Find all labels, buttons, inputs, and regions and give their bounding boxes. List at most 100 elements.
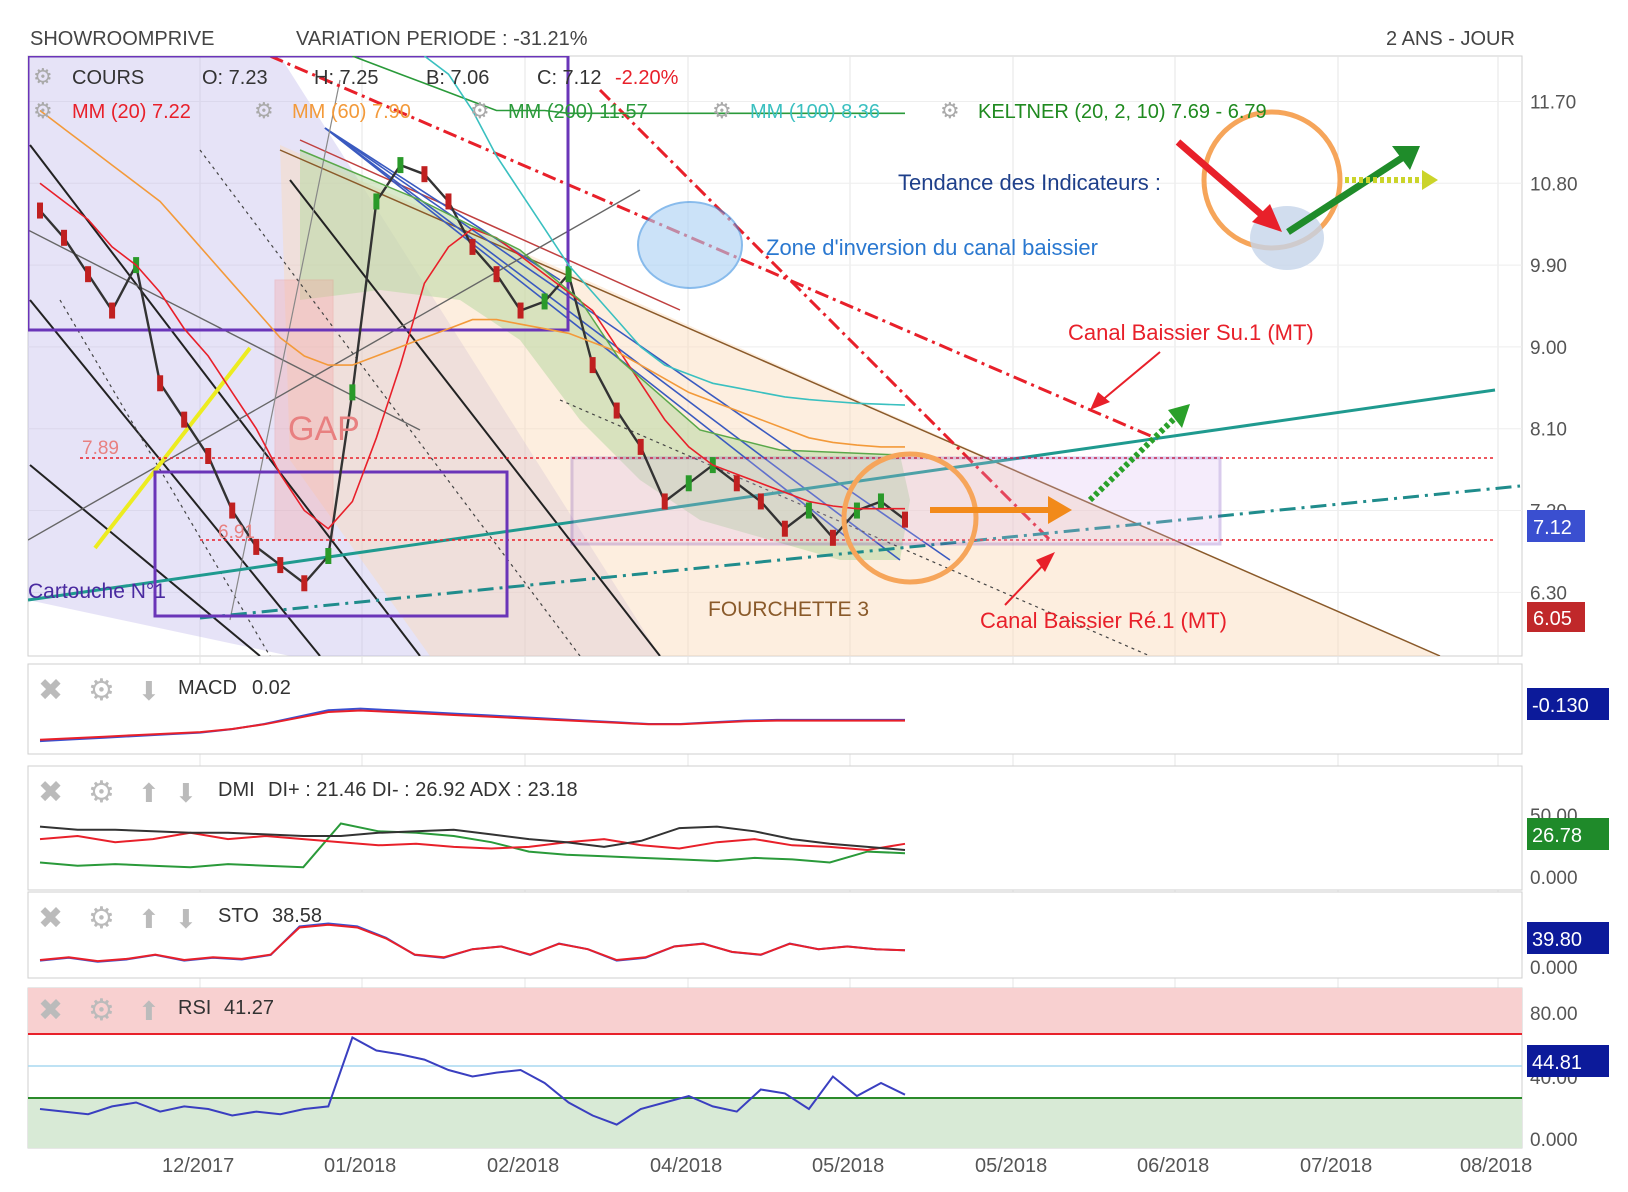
gear-icon[interactable]: ⚙	[33, 64, 53, 89]
price-tick-label: 8.10	[1530, 420, 1567, 441]
sto-label: STO	[218, 905, 259, 927]
mm100-label: MM (100) 8.36	[750, 101, 880, 123]
price-series	[37, 56, 908, 592]
tendance-label: Tendance des Indicateurs :	[898, 170, 1161, 195]
candle	[829, 529, 836, 546]
orange-arrow-head	[1048, 496, 1072, 524]
candle	[421, 166, 428, 183]
dmi-label: DMI	[218, 779, 255, 801]
candle	[373, 193, 380, 210]
sto-value: 38.58	[272, 905, 322, 927]
gear-icon[interactable]: ⚙	[940, 98, 960, 123]
arrow-down-icon[interactable]: ⬇	[175, 904, 197, 934]
zone-inversion-label: Zone d'inversion du canal baissier	[766, 235, 1098, 260]
dotted-line	[559, 399, 1151, 656]
teal-support-line	[199, 484, 1521, 620]
candle	[517, 302, 524, 319]
series-line-mm-100-	[423, 56, 906, 406]
rsi-badge	[1527, 1045, 1609, 1077]
candle	[157, 375, 164, 392]
support-price-value: 6.05	[1533, 608, 1572, 630]
channel-line	[299, 139, 681, 311]
price-tick-label: 9.90	[1530, 256, 1567, 277]
level-789-label: 7.89	[82, 438, 119, 459]
arrow-up-icon[interactable]: ⬆	[138, 996, 160, 1026]
canal-su-pointer-head	[1090, 392, 1110, 410]
down-arrow-head	[1252, 204, 1282, 232]
cours-high: H: 7.25	[314, 67, 378, 89]
green-dotted-arrow-head	[1168, 404, 1190, 428]
candle	[805, 502, 812, 519]
cours-close: C: 7.12	[537, 67, 601, 89]
close-icon[interactable]: ✖	[38, 776, 63, 809]
arrow-down-icon[interactable]: ⬇	[175, 778, 197, 808]
candle	[757, 493, 764, 510]
gear-icon[interactable]: ⚙	[88, 902, 115, 935]
dotted-line	[199, 149, 581, 656]
price-tick-label: 9.00	[1530, 338, 1567, 359]
arrow-up-icon[interactable]: ⬆	[138, 778, 160, 808]
close-icon[interactable]: ✖	[38, 674, 63, 707]
cartouche-box	[153, 470, 509, 618]
cours-open: O: 7.23	[202, 67, 268, 89]
down-arrow	[1175, 139, 1273, 225]
candle	[661, 493, 668, 510]
candle	[301, 575, 308, 592]
gear-icon[interactable]: ⚙	[470, 98, 490, 123]
candle	[325, 548, 332, 564]
candle	[181, 411, 188, 428]
candle	[853, 502, 860, 519]
candle	[733, 475, 740, 492]
candle	[565, 266, 572, 283]
legend: ⚙ COURS O: 7.23 H: 7.25 B: 7.06 C: 7.12 …	[33, 64, 1267, 123]
candle	[493, 266, 500, 283]
rsi-oversold-zone	[28, 1098, 1522, 1148]
gear-icon[interactable]: ⚙	[254, 98, 274, 123]
candle	[613, 402, 620, 419]
sto-badge	[1527, 922, 1609, 954]
up-arrow-head	[1392, 146, 1420, 170]
channel-line	[29, 299, 321, 656]
candle	[277, 557, 284, 574]
close-icon[interactable]: ✖	[38, 994, 63, 1027]
sto-d-line	[39, 923, 906, 963]
macd-badge	[1527, 688, 1609, 720]
main-panel	[27, 55, 1523, 657]
candle	[349, 384, 356, 401]
di-minus-line	[39, 831, 906, 852]
x-axis: 12/2017 01/2018 02/2018 04/2018 05/2018 05/20…	[162, 1155, 1532, 1177]
arrow-up-icon[interactable]: ⬆	[138, 904, 160, 934]
keltner-edge	[299, 149, 901, 456]
rsi-axis-80: 80.00	[1530, 1004, 1578, 1025]
fourchette-label: FOURCHETTE 3	[708, 598, 869, 621]
sto-series	[39, 922, 906, 963]
canal-baissier-re-line	[598, 88, 1052, 542]
gear-icon[interactable]: ⚙	[88, 994, 115, 1027]
x-tick-label: 04/2018	[650, 1155, 722, 1177]
candle	[877, 493, 884, 510]
close-icon[interactable]: ✖	[38, 902, 63, 935]
gear-icon[interactable]: ⚙	[88, 674, 115, 707]
x-tick-label: 01/2018	[324, 1155, 396, 1177]
x-tick-label: 06/2018	[1137, 1155, 1209, 1177]
candle	[37, 202, 43, 219]
macd-badge-value: -0.130	[1532, 695, 1589, 717]
gear-icon[interactable]: ⚙	[712, 98, 732, 123]
macd-series	[39, 707, 905, 743]
candle	[469, 238, 476, 255]
symbol-title: SHOWROOMPRIVE	[30, 28, 214, 50]
canal-re-pointer	[1004, 559, 1049, 606]
up-arrow	[1286, 153, 1407, 235]
price-tick-label: 6.30	[1530, 583, 1567, 604]
dmi-value: DI+ : 21.46 DI- : 26.92 ADX : 23.18	[268, 779, 578, 801]
arrow-down-icon[interactable]: ⬇	[138, 676, 160, 706]
mm200-label: MM (200) 11.57	[508, 101, 648, 123]
channel-line	[289, 179, 661, 656]
gear-icon[interactable]: ⚙	[88, 776, 115, 809]
purple-channel-zone	[28, 56, 660, 656]
level-691-label: 6.91	[218, 522, 255, 543]
period-label: 2 ANS - JOUR	[1386, 28, 1515, 50]
current-price-badge	[1527, 510, 1585, 542]
gear-icon[interactable]: ⚙	[33, 98, 53, 123]
